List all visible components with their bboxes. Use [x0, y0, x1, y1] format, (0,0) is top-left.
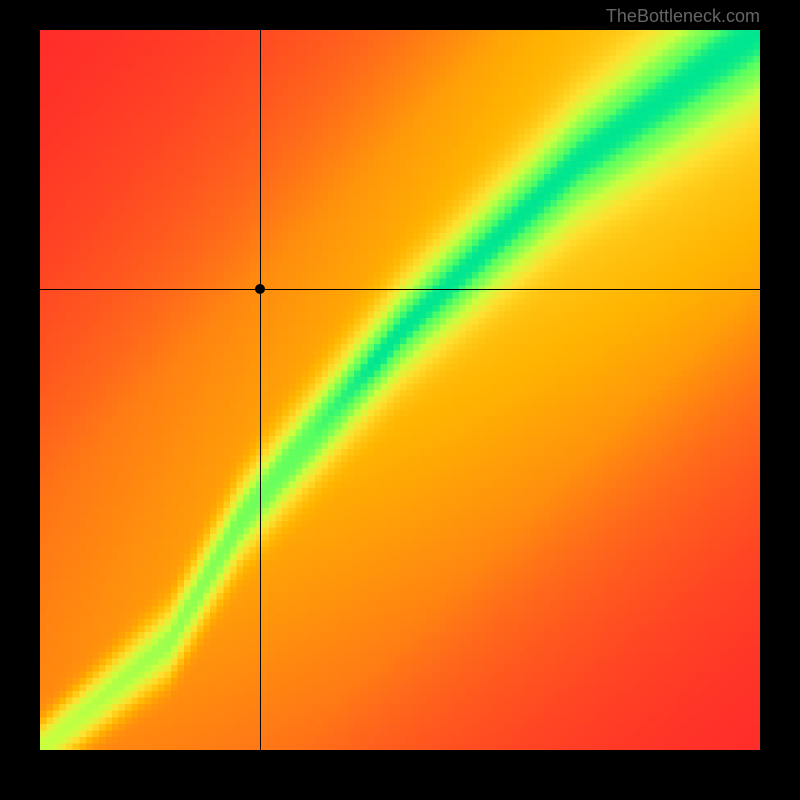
crosshair-horizontal — [40, 289, 760, 290]
heatmap-canvas — [40, 30, 760, 750]
crosshair-vertical — [260, 30, 261, 750]
point-marker — [255, 284, 265, 294]
heatmap-plot-area — [40, 30, 760, 750]
watermark-text: TheBottleneck.com — [606, 6, 760, 27]
